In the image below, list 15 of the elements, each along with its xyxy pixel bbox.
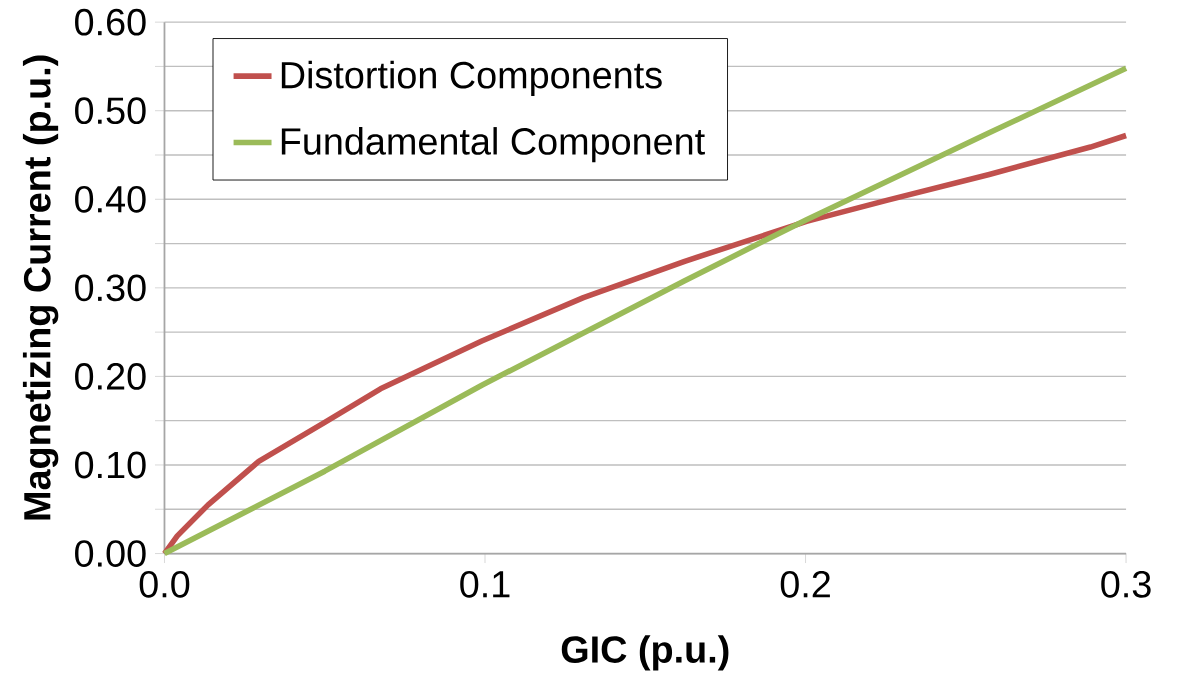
y-tick-label: 0.10 <box>75 451 146 479</box>
legend-label: Distortion Components <box>281 60 662 96</box>
x-tick-label: 0.0 <box>139 570 190 598</box>
y-tick-label: 0.00 <box>75 540 146 567</box>
y-tick-label: 0.20 <box>75 363 146 390</box>
y-axis-title: Magnetizing Current (p.u.) <box>22 55 59 520</box>
x-tick-label: 0.3 <box>1101 570 1151 598</box>
x-tick-label: 0.1 <box>460 570 510 598</box>
legend-label: Fundamental Component <box>281 127 705 163</box>
x-axis-title: GIC (p.u.) <box>561 635 729 671</box>
y-tick-label: 0.40 <box>75 185 146 213</box>
y-tick-label: 0.30 <box>75 274 146 302</box>
x-tick-label: 0.2 <box>780 570 830 598</box>
y-tick-label: 0.60 <box>75 8 146 36</box>
y-tick-label: 0.50 <box>75 97 146 125</box>
